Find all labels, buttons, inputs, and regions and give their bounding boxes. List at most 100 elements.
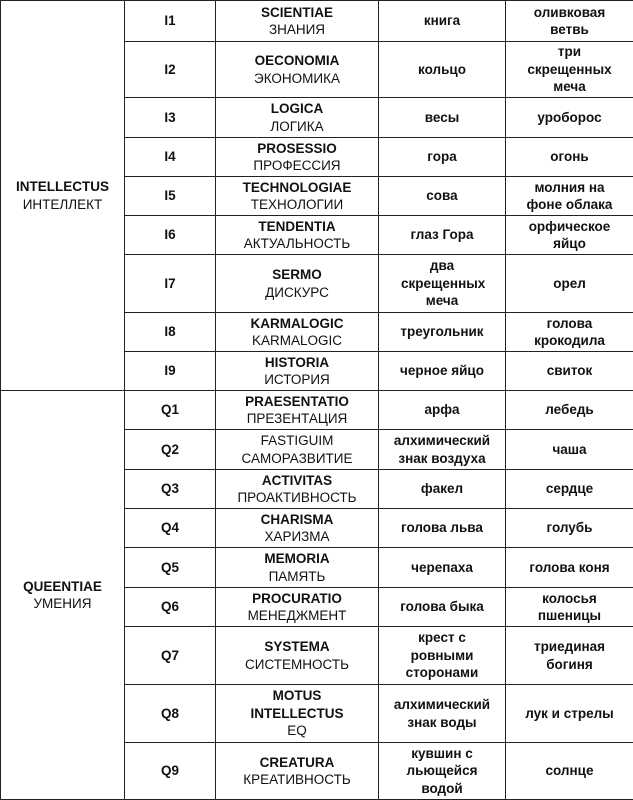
- symbol-1-cell: черепаха: [379, 548, 506, 588]
- name-ru: ЗНАНИЯ: [219, 21, 375, 39]
- symbol-1-cell: треугольник: [379, 313, 506, 352]
- code-cell: Q1: [125, 391, 216, 430]
- code-cell: Q8: [125, 685, 216, 743]
- name-ru: МЕНЕДЖМЕНТ: [219, 607, 375, 625]
- name-latin: LOGICA: [219, 100, 375, 118]
- name-latin: CHARISMA: [219, 511, 375, 529]
- name-ru: ПАМЯТЬ: [219, 568, 375, 586]
- symbol-2-cell: уроборос: [506, 98, 633, 138]
- code-cell: I7: [125, 255, 216, 313]
- symbol-2-cell: орел: [506, 255, 633, 313]
- symbol-1-cell: арфа: [379, 391, 506, 430]
- name-latin: SCIENTIAE: [219, 4, 375, 22]
- symbol-1-cell: кольцо: [379, 42, 506, 98]
- code-cell: I4: [125, 138, 216, 177]
- group-name-ru: ИНТЕЛЛЕКТ: [4, 196, 121, 214]
- symbol-1-cell: факел: [379, 470, 506, 509]
- code-cell: Q4: [125, 509, 216, 548]
- symbol-2-cell: голова крокодила: [506, 313, 633, 352]
- symbol-1-cell: алхимический знак воды: [379, 685, 506, 743]
- symbol-2-cell: молния на фоне облака: [506, 177, 633, 216]
- code-cell: I1: [125, 1, 216, 42]
- name-latin: OECONOMIA: [219, 52, 375, 70]
- name-ru: ЭКОНОМИКА: [219, 70, 375, 88]
- name-latin: SERMO: [219, 266, 375, 284]
- symbol-2-cell: огонь: [506, 138, 633, 177]
- name-ru: ПРОАКТИВНОСТЬ: [219, 489, 375, 507]
- symbol-2-cell: солнце: [506, 743, 633, 800]
- code-cell: I5: [125, 177, 216, 216]
- name-ru: КРЕАТИВНОСТЬ: [219, 771, 375, 789]
- group-name-ru: УМЕНИЯ: [4, 595, 121, 613]
- code-cell: I6: [125, 216, 216, 255]
- symbol-2-cell: голубь: [506, 509, 633, 548]
- name-latin: HISTORIA: [219, 354, 375, 372]
- name-latin: MOTUS INTELLECTUS: [219, 687, 375, 722]
- symbol-2-cell: три скрещенных меча: [506, 42, 633, 98]
- name-latin: SYSTEMA: [219, 638, 375, 656]
- code-cell: I8: [125, 313, 216, 352]
- name-ru: ПРОФЕССИЯ: [219, 157, 375, 175]
- code-cell: Q2: [125, 430, 216, 470]
- symbol-1-cell: гора: [379, 138, 506, 177]
- name-latin: PROCURATIO: [219, 590, 375, 608]
- symbol-2-cell: голова коня: [506, 548, 633, 588]
- symbol-2-cell: сердце: [506, 470, 633, 509]
- name-ru: KARMALOGIC: [219, 332, 375, 350]
- name-ru: ИСТОРИЯ: [219, 371, 375, 389]
- symbol-1-cell: черное яйцо: [379, 352, 506, 391]
- symbol-1-cell: кувшин с льющейся водой: [379, 743, 506, 800]
- code-cell: Q7: [125, 627, 216, 685]
- name-latin: MEMORIA: [219, 550, 375, 568]
- code-cell: Q9: [125, 743, 216, 800]
- symbol-2-cell: триединая богиня: [506, 627, 633, 685]
- name-ru: СИСТЕМНОСТЬ: [219, 656, 375, 674]
- symbol-1-cell: два скрещенных меча: [379, 255, 506, 313]
- name-latin: CREATURA: [219, 754, 375, 772]
- symbol-2-cell: орфическое яйцо: [506, 216, 633, 255]
- symbol-2-cell: колосья пшеницы: [506, 588, 633, 627]
- name-latin: TECHNOLOGIAE: [219, 179, 375, 197]
- symbol-2-cell: лебедь: [506, 391, 633, 430]
- name-latin: TENDENTIA: [219, 218, 375, 236]
- name-ru: АКТУАЛЬНОСТЬ: [219, 235, 375, 253]
- code-cell: I3: [125, 98, 216, 138]
- name-ru: ПРЕЗЕНТАЦИЯ: [219, 410, 375, 428]
- symbol-1-cell: крест с ровными сторонами: [379, 627, 506, 685]
- symbol-1-cell: весы: [379, 98, 506, 138]
- symbol-1-cell: голова льва: [379, 509, 506, 548]
- symbol-2-cell: лук и стрелы: [506, 685, 633, 743]
- code-cell: Q5: [125, 548, 216, 588]
- symbol-2-cell: чаша: [506, 430, 633, 470]
- code-cell: Q6: [125, 588, 216, 627]
- name-ru: ЛОГИКА: [219, 118, 375, 136]
- code-cell: I2: [125, 42, 216, 98]
- name-ru: ХАРИЗМА: [219, 528, 375, 546]
- symbol-2-cell: свиток: [506, 352, 633, 391]
- code-cell: Q3: [125, 470, 216, 509]
- name-ru: ДИСКУРС: [219, 284, 375, 302]
- symbol-1-cell: сова: [379, 177, 506, 216]
- name-latin: ACTIVITAS: [219, 472, 375, 490]
- name-ru: САМОРАЗВИТИЕ: [219, 450, 375, 468]
